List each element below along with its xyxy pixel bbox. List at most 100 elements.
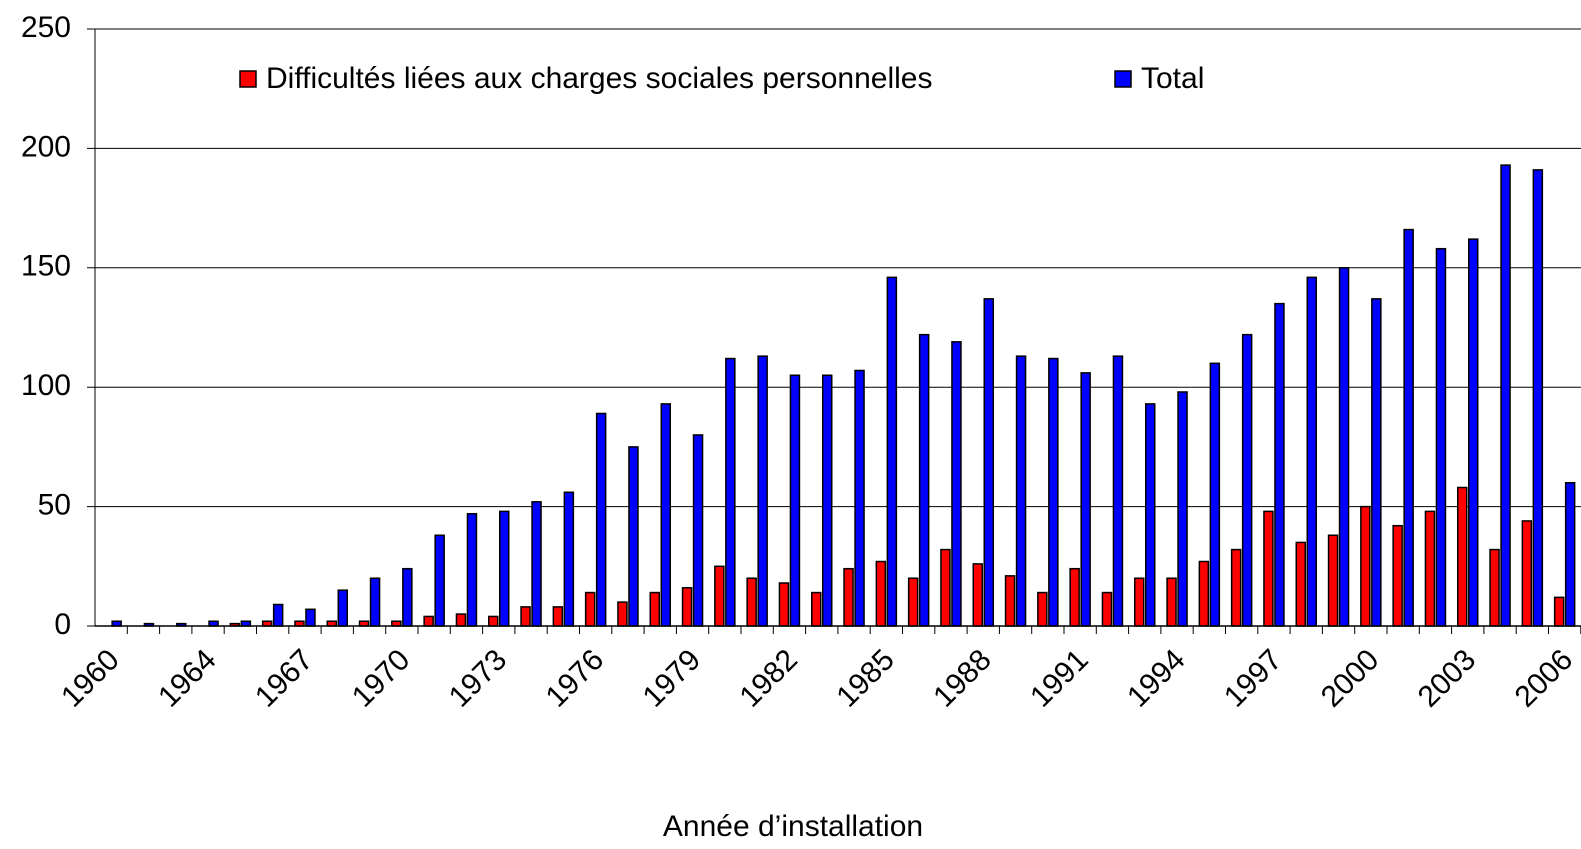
x-tick-label: 1964 (152, 643, 223, 714)
bar (875, 560, 887, 627)
bar (1403, 228, 1414, 627)
bar (951, 341, 962, 627)
bar (272, 603, 284, 627)
bar (1500, 164, 1511, 627)
x-tick-label: 1979 (637, 643, 708, 714)
x-tick-label: 2003 (1412, 643, 1483, 714)
bar (434, 534, 445, 627)
bar (1145, 403, 1156, 627)
bar (531, 501, 542, 627)
bar (757, 355, 768, 627)
bar (1295, 541, 1306, 627)
bar (918, 333, 930, 627)
bar (369, 577, 381, 627)
bar (1198, 560, 1210, 627)
bar (402, 567, 413, 627)
bar (714, 565, 725, 627)
bar (1015, 355, 1027, 627)
bar (337, 589, 348, 627)
bar (907, 577, 919, 627)
bar (1371, 298, 1382, 627)
bar (488, 615, 499, 627)
bar (660, 403, 671, 627)
bar (940, 548, 951, 627)
bar (746, 577, 757, 627)
y-tick-label: 100 (21, 369, 71, 402)
x-axis-label: Année d’installation (663, 810, 923, 843)
x-tick-label: 1982 (733, 643, 804, 714)
bar (1263, 510, 1274, 627)
bar (563, 491, 575, 627)
bar (681, 587, 693, 627)
bar (983, 298, 994, 627)
bar (1241, 333, 1253, 627)
bar (1209, 362, 1221, 627)
y-tick-label: 250 (21, 11, 71, 44)
bar (1112, 355, 1124, 627)
bar (455, 613, 467, 627)
y-tick-label: 200 (21, 130, 71, 163)
bar (1327, 534, 1339, 627)
bar (1424, 510, 1436, 627)
bar (628, 446, 639, 627)
bar (822, 374, 833, 627)
bar (1489, 548, 1500, 627)
bar (1360, 505, 1371, 627)
bar (1037, 591, 1048, 627)
x-tick-label: 1960 (55, 643, 126, 714)
bar (520, 606, 531, 627)
bar (886, 276, 898, 627)
bar (1274, 302, 1285, 627)
legend-swatch (239, 70, 257, 88)
bar (1080, 372, 1091, 627)
y-tick-label: 0 (54, 608, 71, 641)
bar (789, 374, 801, 627)
x-tick-label: 2000 (1315, 643, 1386, 714)
bar (617, 601, 628, 627)
y-tick-label: 50 (38, 489, 71, 522)
bar (1532, 169, 1544, 627)
bar (1338, 267, 1350, 627)
x-tick-label: 1970 (346, 643, 417, 714)
bar (1392, 524, 1403, 627)
bar (1069, 567, 1080, 627)
bar (778, 582, 790, 627)
bar (305, 608, 316, 627)
bar (1134, 577, 1145, 627)
bar (692, 434, 704, 627)
bar (1177, 391, 1188, 627)
bar (725, 357, 736, 627)
bar (423, 615, 434, 627)
x-tick-label: 1985 (830, 643, 901, 714)
bar (1101, 591, 1113, 627)
legend-label: Difficultés liées aux charges sociales p… (266, 62, 932, 95)
bar (854, 369, 865, 627)
x-tick-label: 1973 (443, 643, 514, 714)
legend-label: Total (1141, 62, 1204, 95)
bar (1468, 238, 1479, 627)
bar (972, 563, 983, 627)
x-tick-label: 1997 (1218, 643, 1289, 714)
bar (649, 591, 660, 627)
bar (1457, 486, 1468, 627)
x-tick-label: 1988 (927, 643, 998, 714)
bar (552, 606, 564, 627)
x-tick-label: 1991 (1024, 643, 1095, 714)
x-tick-label: 1967 (249, 643, 320, 714)
bar (1435, 247, 1447, 627)
bar (1306, 276, 1317, 627)
x-tick-label: 2006 (1509, 643, 1580, 714)
bar (1564, 481, 1576, 627)
bar (843, 567, 854, 627)
y-tick-label: 150 (21, 250, 71, 283)
bar (1166, 577, 1177, 627)
bar (1553, 596, 1565, 627)
bar (1048, 357, 1059, 627)
bar (466, 513, 478, 627)
bar (811, 591, 822, 627)
x-tick-label: 1994 (1121, 643, 1192, 714)
legend-swatch (1114, 70, 1132, 88)
bar (1004, 575, 1016, 627)
bar (595, 412, 607, 627)
